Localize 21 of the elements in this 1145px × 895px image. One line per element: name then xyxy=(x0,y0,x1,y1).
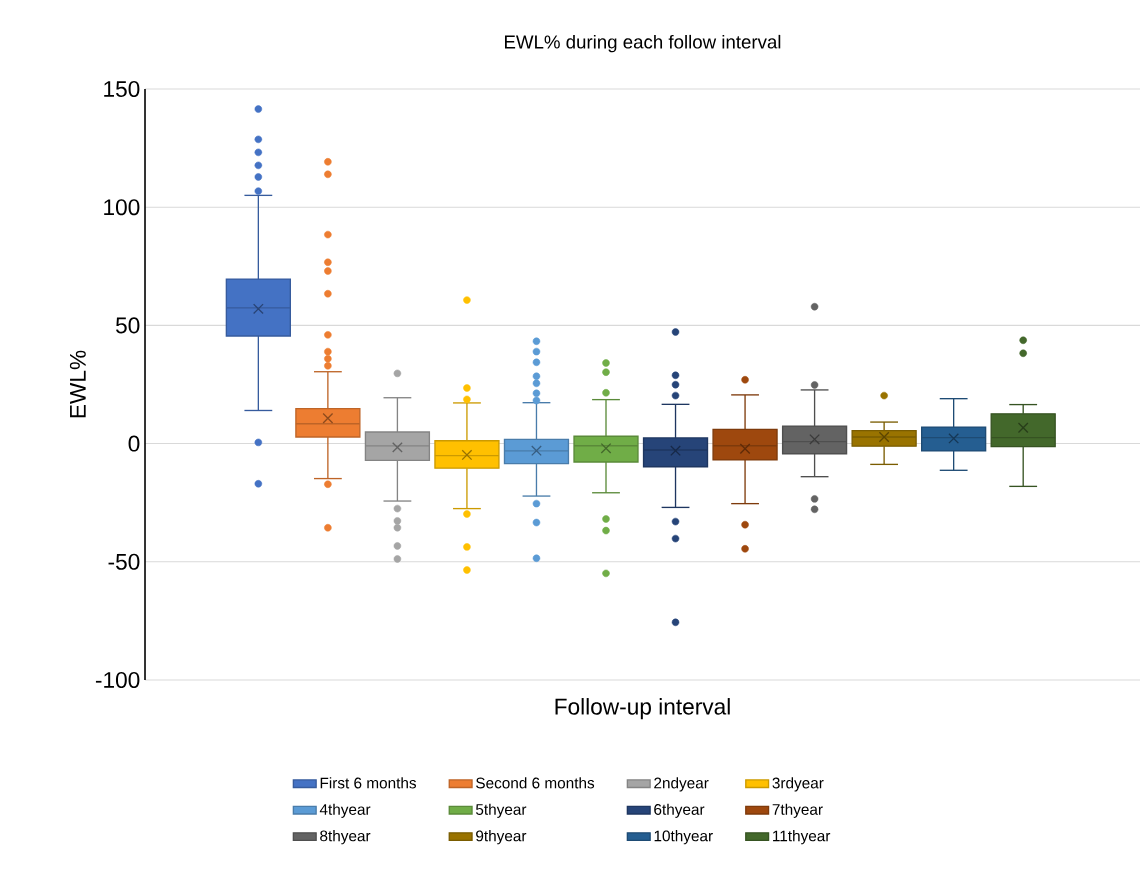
legend-label: 6thyear xyxy=(654,803,705,818)
chart-title: EWL% during each follow interval xyxy=(505,34,781,53)
legend-label: 3rdyear xyxy=(772,777,824,792)
y-tick-label: 50 xyxy=(115,317,140,334)
legend-label: Second 6 months xyxy=(476,777,595,789)
legend-label: 10thyear xyxy=(654,830,713,845)
y-tick-label: 100 xyxy=(104,199,140,216)
legend-label: First 6 months xyxy=(320,777,417,789)
legend-label: 5thyear xyxy=(475,803,527,818)
legend-label: 7thyear xyxy=(772,803,823,818)
y-tick-label: -50 xyxy=(108,553,140,570)
legend-label: 9thyear xyxy=(476,830,527,845)
legend-label: 4thyear xyxy=(319,803,371,818)
y-axis-title: EWL% xyxy=(69,350,86,418)
y-tick-label: -100 xyxy=(95,671,140,689)
legend-label: 8thyear xyxy=(320,830,371,845)
legend-label: 2ndyear xyxy=(654,777,709,792)
y-tick-label: 150 xyxy=(104,80,140,98)
legend-label: 11thyear xyxy=(773,830,831,845)
y-tick-label: 0 xyxy=(128,435,140,452)
x-axis-title: Follow-up interval xyxy=(555,698,730,720)
